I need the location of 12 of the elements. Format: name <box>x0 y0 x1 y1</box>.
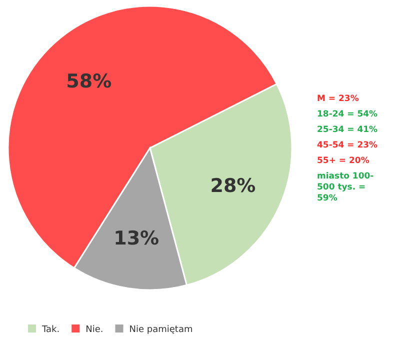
data-label: 58% <box>66 70 112 92</box>
legend-label: Tak. <box>41 325 60 336</box>
text: miasto 100-500 tys. = 59% <box>317 172 374 204</box>
legend-label: Nie pamiętam <box>129 325 193 336</box>
text: 18-24 = 54% <box>317 110 378 120</box>
data-label: 13% <box>114 228 160 250</box>
data-label: 28% <box>210 174 256 197</box>
text: 45-54 = 23% <box>317 140 378 150</box>
text: 55+ = 20% <box>317 156 370 166</box>
text: 25-34 = 41% <box>317 125 378 135</box>
text: M = 23% <box>317 94 360 104</box>
legend-label: Nie. <box>86 325 104 336</box>
